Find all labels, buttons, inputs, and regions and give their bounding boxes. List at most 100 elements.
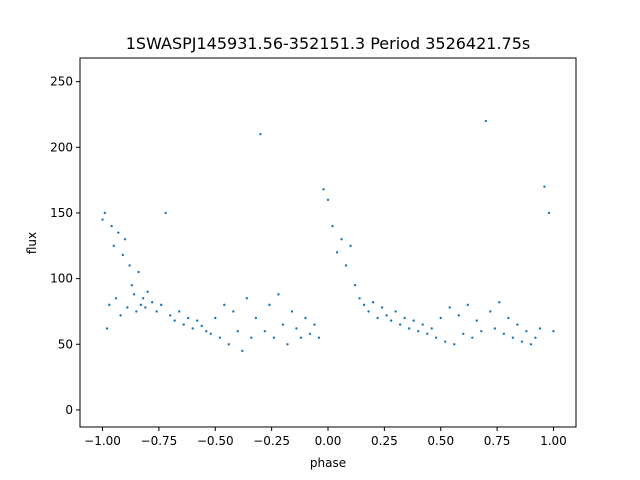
data-point (123, 238, 127, 241)
data-point (205, 329, 208, 333)
data-point (331, 224, 334, 228)
data-point (146, 290, 149, 293)
data-point (200, 324, 203, 328)
data-point (130, 283, 134, 287)
data-point (126, 306, 129, 309)
data-point (114, 297, 118, 300)
y-tick-label: 250 (50, 75, 73, 89)
x-tick-label: −0.50 (197, 434, 234, 448)
x-tick-label: −0.75 (141, 434, 178, 448)
data-point (173, 319, 176, 322)
data-point (412, 319, 415, 322)
data-point (182, 323, 185, 326)
data-point (385, 314, 388, 317)
data-point (236, 329, 240, 333)
data-point (137, 270, 140, 274)
data-point (254, 316, 258, 320)
data-point (502, 332, 506, 335)
data-point (407, 327, 411, 330)
data-point (376, 316, 379, 320)
data-point (272, 336, 276, 339)
data-point (426, 332, 429, 335)
data-point (263, 329, 267, 333)
data-point (191, 327, 194, 330)
data-point (552, 329, 555, 333)
data-point (349, 244, 352, 247)
data-point (103, 211, 107, 215)
data-point (218, 336, 221, 339)
data-point (516, 323, 519, 326)
data-point (209, 332, 212, 335)
data-point (475, 319, 478, 322)
data-point (444, 340, 447, 343)
data-point (144, 306, 147, 309)
data-point (139, 303, 143, 307)
data-point (117, 231, 120, 234)
data-point (358, 297, 361, 300)
data-point (250, 336, 253, 339)
data-point (493, 327, 497, 330)
data-point (534, 336, 537, 339)
data-point (299, 336, 303, 339)
data-point (112, 244, 116, 247)
data-point (164, 211, 167, 215)
data-point (304, 316, 307, 320)
data-point (362, 303, 366, 307)
data-point (389, 319, 393, 322)
data-point (435, 336, 438, 339)
y-tick-label: 0 (65, 403, 73, 417)
data-point (507, 316, 510, 320)
data-point (543, 185, 546, 188)
data-point (286, 343, 289, 346)
data-point (168, 314, 172, 317)
data-point (471, 336, 474, 339)
data-point (119, 314, 122, 317)
data-point (227, 343, 230, 346)
data-point (394, 310, 397, 313)
data-point (448, 306, 451, 309)
x-tick-label: 1.00 (540, 434, 567, 448)
x-tick-label: 0.25 (371, 434, 398, 448)
data-point (403, 316, 406, 320)
data-point (110, 224, 113, 228)
y-tick-label: 150 (50, 206, 73, 220)
data-point (178, 310, 181, 313)
data-point (498, 301, 501, 304)
data-point (150, 301, 154, 304)
data-point (439, 316, 442, 320)
data-point (335, 251, 339, 254)
data-point (462, 332, 465, 335)
x-tick-label: −0.25 (253, 434, 290, 448)
data-point (223, 303, 226, 307)
x-tick-label: 0.75 (484, 434, 511, 448)
data-point (308, 332, 312, 335)
data-point (421, 323, 424, 326)
data-point (529, 343, 533, 346)
x-axis-label: phase (310, 456, 346, 470)
data-point (187, 316, 190, 320)
data-point (398, 323, 402, 326)
data-point (159, 303, 163, 307)
data-point (367, 310, 370, 313)
data-point (317, 336, 321, 339)
data-point (141, 297, 145, 300)
data-point (466, 303, 469, 307)
data-point (538, 327, 542, 330)
data-point (480, 329, 483, 333)
data-point (416, 329, 420, 333)
data-point (155, 310, 158, 313)
data-point (353, 283, 357, 287)
data-point (241, 349, 244, 353)
data-point (484, 119, 488, 123)
data-point (520, 340, 524, 343)
data-point (290, 310, 294, 313)
y-tick-label: 50 (58, 337, 73, 351)
data-point (245, 297, 249, 300)
data-point (196, 319, 199, 322)
data-point (457, 314, 460, 317)
data-point (340, 238, 343, 241)
data-point (322, 188, 325, 191)
y-axis-label: flux (25, 232, 39, 254)
